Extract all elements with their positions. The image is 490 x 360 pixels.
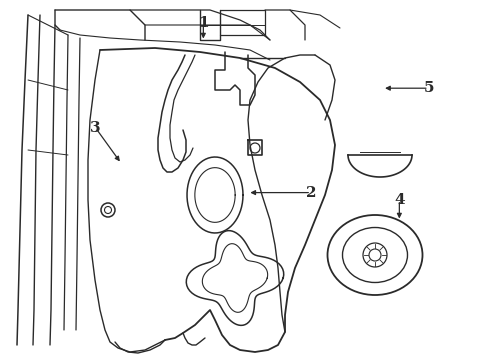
Text: 4: 4 <box>394 193 405 207</box>
Text: 3: 3 <box>90 121 101 135</box>
Text: 2: 2 <box>306 186 317 199</box>
Text: 1: 1 <box>198 17 209 30</box>
Text: 5: 5 <box>423 81 434 95</box>
